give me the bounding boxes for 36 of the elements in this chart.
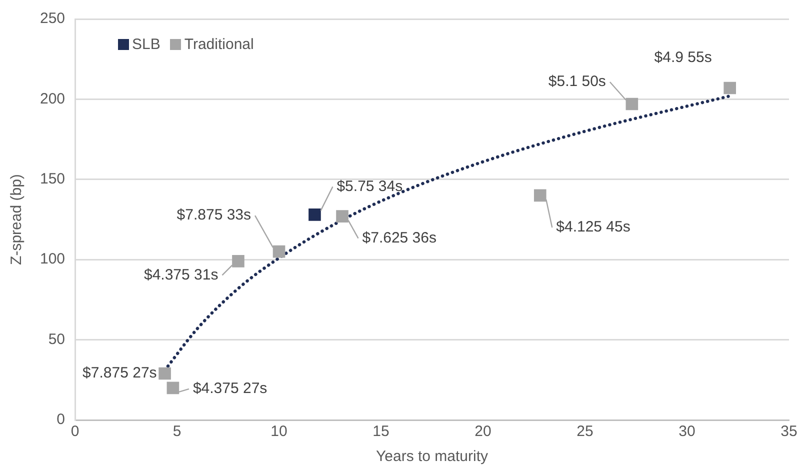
y-tick-label: 50 xyxy=(48,330,66,348)
point xyxy=(534,189,546,202)
x-tick-label: 0 xyxy=(70,423,80,440)
x-tick-label: 35 xyxy=(780,423,798,440)
annotation: $4.375 31s xyxy=(144,266,218,284)
point xyxy=(336,210,348,222)
point xyxy=(724,82,736,94)
annotation: $7.875 33s xyxy=(176,206,252,224)
y-axis-title: Z-spread (bp) xyxy=(8,174,26,265)
x-tick-label: 30 xyxy=(678,423,696,440)
annotation: $4.375 27s xyxy=(192,380,268,398)
annotation: $5.75 34s xyxy=(336,178,403,195)
x-tick-label: 5 xyxy=(172,423,182,440)
y-tick-label: 0 xyxy=(56,411,66,428)
legend-label: Traditional xyxy=(183,36,254,53)
y-tick-label: 250 xyxy=(40,10,66,28)
annotation: $5.1 50s xyxy=(548,73,606,90)
legend-label: SLB xyxy=(131,36,160,53)
x-tick-label: 10 xyxy=(270,423,288,440)
y-tick-label: 200 xyxy=(40,90,66,108)
point xyxy=(308,208,321,221)
x-tick-label: 15 xyxy=(372,423,390,440)
point xyxy=(232,255,244,268)
x-tick-label: 20 xyxy=(474,423,492,440)
y-tick-label: 100 xyxy=(40,250,66,268)
point xyxy=(272,245,286,258)
annotation: $7.625 36s xyxy=(362,229,436,246)
x-axis-title: Years to maturity xyxy=(376,448,489,466)
point xyxy=(626,98,638,110)
point xyxy=(158,367,171,380)
x-tick-label: 25 xyxy=(576,423,594,440)
y-tick-label: 150 xyxy=(40,170,66,188)
point xyxy=(166,382,180,394)
annotation: $4.9 55s xyxy=(654,49,712,66)
annotation: $4.125 45s xyxy=(556,218,630,236)
annotation: $7.875 27s xyxy=(82,364,157,382)
